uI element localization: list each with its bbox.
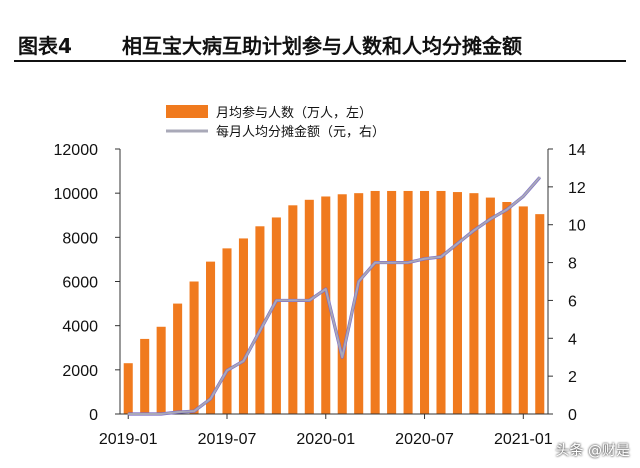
bar-2019-06	[206, 261, 216, 414]
bar-2019-02	[140, 338, 150, 414]
x-tick-label: 2019-01	[99, 431, 158, 448]
y-right-tick-label: 6	[568, 293, 577, 310]
bar-2019-04	[173, 303, 183, 414]
bar-2020-08	[436, 190, 446, 414]
legend-line-label: 每月人均分摊金额（元，右）	[216, 124, 385, 140]
bar-2020-05	[387, 190, 397, 414]
watermark-text: 头条 @财是	[555, 443, 630, 459]
line-point-2020-07	[423, 257, 426, 260]
y-left-tick-label: 10000	[54, 186, 99, 203]
bar-2019-03	[156, 326, 166, 414]
legend-bar-swatch	[166, 105, 208, 118]
line-point-2021-01	[522, 195, 525, 198]
line-point-2020-02	[341, 356, 344, 359]
bar-2021-02	[535, 214, 545, 414]
line-point-2020-08	[440, 256, 442, 258]
bar-2019-10	[271, 217, 281, 414]
bar-2020-09	[452, 192, 462, 414]
line-point-2019-03	[160, 413, 162, 415]
line-point-2020-03	[357, 280, 360, 283]
y-left-tick-label: 0	[89, 407, 98, 424]
line-point-2019-05	[193, 410, 195, 412]
bar-2020-04	[370, 190, 380, 414]
line-point-2020-05	[390, 261, 393, 264]
x-tick-label: 2020-01	[296, 431, 355, 448]
line-point-2019-01	[127, 413, 130, 415]
bar-2019-09	[255, 226, 265, 414]
y-right-tick-label: 10	[568, 218, 586, 235]
bar-2020-06	[403, 190, 413, 414]
bar-2020-11	[485, 197, 495, 414]
y-right-tick-label: 2	[568, 369, 577, 386]
line-point-2020-11	[489, 218, 492, 220]
y-right-tick-label: 12	[568, 180, 586, 197]
x-tick-label: 2019-07	[198, 431, 257, 448]
bar-2021-01	[518, 206, 528, 414]
line-series	[128, 176, 541, 415]
y-right-tick-label: 8	[568, 256, 577, 273]
bar-2019-01	[123, 363, 133, 414]
y-left-tick-label: 12000	[54, 142, 99, 159]
line-point-2020-09	[456, 242, 459, 245]
y-left-tick-label: 4000	[62, 319, 98, 336]
bar-2020-10	[469, 193, 479, 414]
bar-2020-03	[354, 193, 364, 414]
line-point-2021-02	[538, 176, 541, 179]
y-right-tick-label: 4	[568, 331, 577, 348]
line-point-2019-11	[292, 299, 294, 302]
line-point-2019-06	[209, 398, 212, 400]
x-tick-label: 2020-07	[395, 431, 454, 448]
line-point-2019-12	[308, 299, 311, 302]
bar-2019-05	[189, 281, 199, 414]
figure-title: 相互宝大病互助计划参与人数和人均分摊金额	[122, 34, 522, 58]
line-point-2019-02	[143, 413, 146, 415]
line-point-2020-04	[374, 261, 376, 264]
y-left-tick-label: 8000	[62, 230, 98, 247]
line-point-2019-07	[226, 369, 228, 372]
bar-2019-11	[288, 205, 298, 414]
line-point-2020-12	[506, 208, 508, 211]
y-right-tick-label: 14	[568, 142, 586, 159]
bar-2020-01	[321, 196, 331, 414]
figure-header: 图表4 相互宝大病互助计划参与人数和人均分摊金额	[14, 28, 626, 62]
bar-2020-12	[502, 202, 512, 414]
line-point-2019-08	[242, 360, 245, 362]
bar-2020-02	[337, 194, 347, 414]
line-point-2019-09	[259, 329, 261, 332]
y-left-tick-label: 2000	[62, 363, 98, 380]
line-point-2019-04	[176, 411, 179, 413]
figure-label: 图表4	[18, 34, 72, 58]
line-point-2020-01	[324, 288, 327, 290]
y-right-tick-label: 0	[568, 407, 577, 424]
bar-2020-07	[420, 190, 430, 414]
line-point-2020-10	[473, 229, 475, 232]
bar-2019-12	[304, 199, 314, 414]
x-tick-label: 2021-01	[494, 431, 553, 448]
line-point-2020-06	[407, 261, 409, 264]
bar-2019-08	[238, 238, 248, 414]
bar-2019-07	[222, 248, 232, 414]
line-point-2019-10	[275, 299, 278, 302]
y-left-tick-label: 6000	[62, 275, 98, 292]
legend-bar-label: 月均参与人数（万人，左）	[216, 105, 372, 121]
